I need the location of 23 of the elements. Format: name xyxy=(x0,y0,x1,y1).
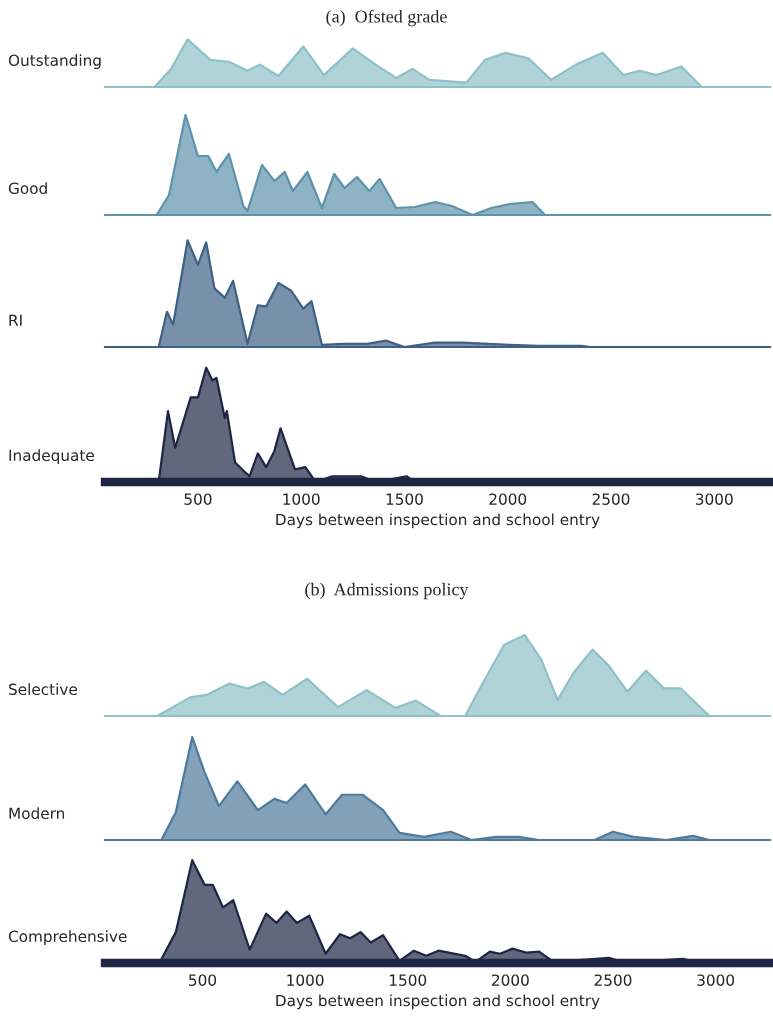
y-axis-title: Inadequate xyxy=(9,449,94,464)
x-tick-label: 1000 xyxy=(287,974,324,986)
chart-title: (b) Admissions policy xyxy=(305,582,469,600)
x-tick-label: 3000 xyxy=(695,493,733,505)
y-axis-title: Good xyxy=(8,182,47,195)
x-tick-label: 3000 xyxy=(697,974,735,986)
x-axis-title: Days between inspection and school entry xyxy=(276,513,600,529)
y-axis-title: Outstanding xyxy=(8,54,101,69)
y-axis-title: Comprehensive xyxy=(8,930,127,945)
x-tick-label: 1000 xyxy=(283,493,320,505)
y-axis-title: Selective xyxy=(9,683,77,696)
chart-title: (a) Ofsted grade xyxy=(326,9,447,27)
x-tick-label: 2500 xyxy=(592,493,630,505)
x-tick-label: 2000 xyxy=(489,493,527,505)
x-tick-label: 2000 xyxy=(492,974,529,986)
x-tick-label: 1500 xyxy=(389,974,427,986)
x-axis-title: Days between inspection and school entry xyxy=(276,994,600,1010)
x-tick-label: 2500 xyxy=(594,974,632,986)
y-axis-title: Modern xyxy=(9,807,65,820)
x-tick-label: 500 xyxy=(189,974,217,986)
x-tick-label: 500 xyxy=(184,493,212,505)
y-axis-title: RI xyxy=(9,314,22,326)
x-tick-label: 1500 xyxy=(386,493,423,505)
